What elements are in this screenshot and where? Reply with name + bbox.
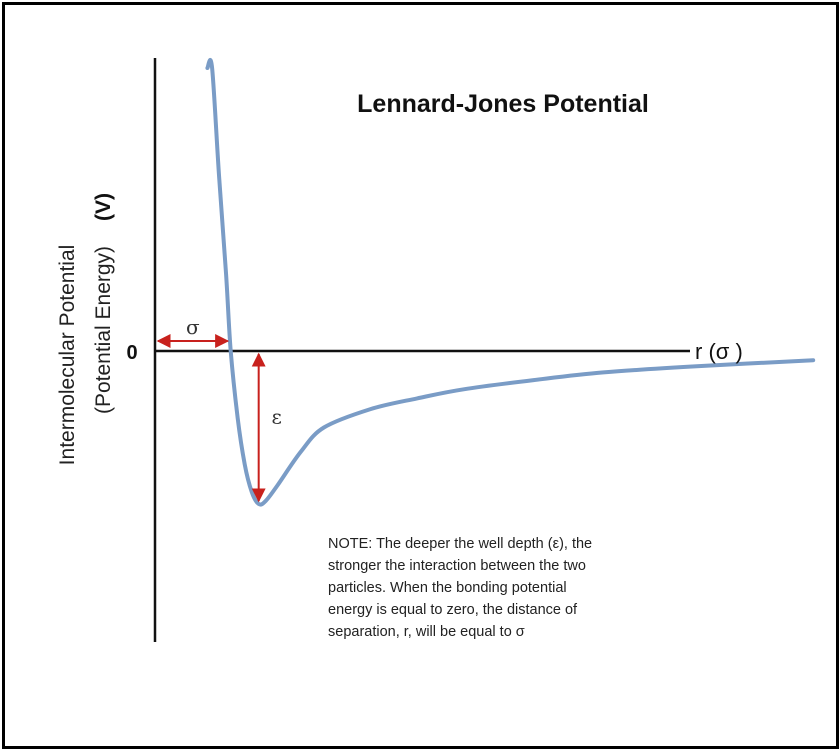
y-axis-label-secondary: (Potential Energy) (92, 246, 115, 414)
epsilon-label: ε (271, 405, 281, 429)
note-line: NOTE: The deeper the well depth (ε), the (328, 536, 593, 552)
note-line: energy is equal to zero, the distance of (328, 602, 578, 618)
y-axis-unit: (V) (92, 193, 115, 221)
note-line: particles. When the bonding potential (328, 580, 567, 596)
y-tick-label-zero: 0 (126, 342, 137, 364)
y-axis-label: Intermolecular Potential (56, 245, 79, 466)
note-line: stronger the interaction between the two (328, 558, 586, 574)
note-line: separation, r, will be equal to σ (328, 624, 525, 640)
chart-title: Lennard-Jones Potential (357, 90, 649, 118)
potential-curve (205, 58, 816, 507)
sigma-label: σ (186, 315, 200, 339)
note-text: NOTE: The deeper the well depth (ε), the… (328, 533, 718, 643)
x-axis-label: r (σ ) (695, 339, 743, 364)
